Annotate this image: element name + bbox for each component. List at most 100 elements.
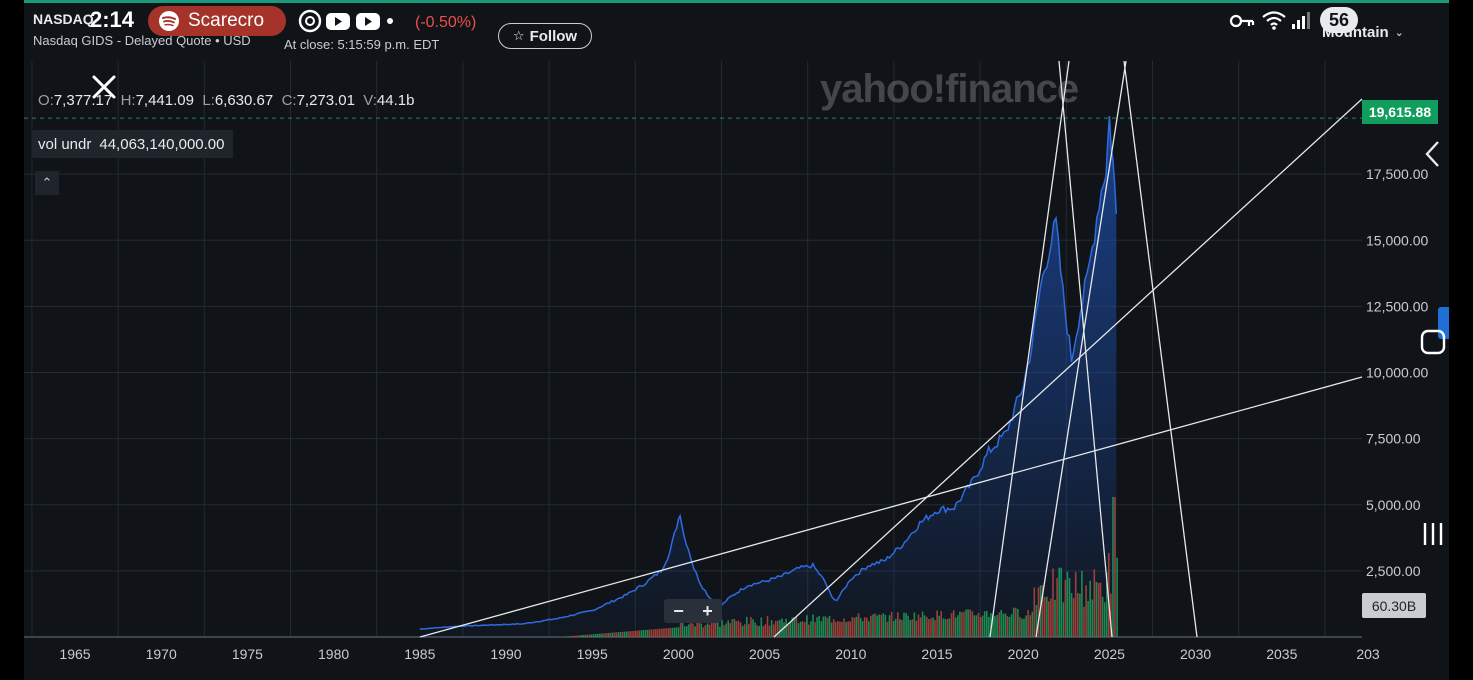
volume-bar xyxy=(866,617,868,637)
volume-bar xyxy=(702,627,705,637)
volume-bar xyxy=(708,624,711,637)
zoom-in-button[interactable]: + xyxy=(702,600,713,621)
price-chart[interactable]: 1965 1970 1975 1980 1985 1990 1995 2000 2005 2010… xyxy=(24,61,1449,680)
volume-bar xyxy=(963,611,965,637)
volume-bar xyxy=(770,620,773,637)
chart-grid xyxy=(24,61,1362,638)
volume-bar xyxy=(944,618,947,637)
volume-bar xyxy=(905,613,907,637)
volume-bar xyxy=(936,610,938,637)
volume-bar xyxy=(957,615,959,637)
volume-bar xyxy=(998,612,1000,637)
volume-bar xyxy=(1103,602,1106,637)
volume-bar xyxy=(814,622,816,637)
volume-bar xyxy=(698,621,700,637)
x-tick-label: 2005 xyxy=(749,646,780,662)
volume-bar xyxy=(725,623,727,637)
volume-bar xyxy=(599,633,601,637)
volume-bar xyxy=(988,616,990,637)
volume-bar xyxy=(911,619,914,637)
volume-bar xyxy=(1081,570,1083,637)
volume-bar xyxy=(621,631,624,637)
volume-bar xyxy=(634,630,636,637)
volume-bar xyxy=(568,636,570,637)
volume-bar xyxy=(756,625,758,637)
volume-bar xyxy=(1031,611,1034,637)
side-panel-tab[interactable] xyxy=(1438,307,1449,339)
volume-bar xyxy=(1017,609,1019,637)
volume-bar xyxy=(731,619,734,637)
volume-bar xyxy=(1091,599,1094,637)
volume-bar xyxy=(1002,613,1005,637)
volume-bar xyxy=(1014,607,1017,637)
volume-bar xyxy=(677,627,680,637)
volume-bar xyxy=(1077,593,1079,637)
volume-bar xyxy=(615,632,618,637)
close-icon[interactable] xyxy=(90,73,118,101)
volume-bar xyxy=(961,612,963,637)
y-tick-label: 7,500.00 xyxy=(1366,431,1421,447)
chart-area[interactable]: 1965 1970 1975 1980 1985 1990 1995 2000 2005 2010… xyxy=(24,61,1449,680)
volume-bar xyxy=(967,609,969,637)
recents-icon[interactable] xyxy=(1420,329,1446,355)
media-title: Scarecro xyxy=(188,10,265,31)
quote-symbol: NASDAQ xyxy=(33,11,94,27)
volume-bar xyxy=(752,619,754,637)
volume-bar xyxy=(1095,581,1098,637)
volume-bar xyxy=(748,624,750,637)
volume-bars xyxy=(559,497,1118,637)
follow-button[interactable]: ☆ Follow xyxy=(498,23,592,49)
volume-bar xyxy=(696,621,698,637)
volume-bar xyxy=(665,628,667,637)
volume-bar xyxy=(642,630,645,637)
volume-bar xyxy=(797,623,800,637)
volume-bar xyxy=(688,624,690,637)
volume-bar xyxy=(950,613,953,637)
trend-line xyxy=(773,98,1363,638)
price-area-fill xyxy=(419,116,1117,637)
volume-bar xyxy=(913,612,916,637)
indicator-legend[interactable]: vol undr 44,063,140,000.00 xyxy=(32,130,233,158)
volume-bar xyxy=(1112,497,1114,637)
volume-bar xyxy=(973,615,976,637)
volume-bar xyxy=(1037,587,1040,637)
media-notification-pill[interactable]: Scarecro xyxy=(148,6,286,36)
collapse-legend-button[interactable]: ⌃ xyxy=(35,171,59,195)
ohlc-readout: O:7,377.17 H:7,441.09 L:6,630.67 C:7,273… xyxy=(38,92,415,109)
volume-bar xyxy=(1060,567,1062,637)
volume-bar xyxy=(766,615,769,637)
volume-tag: 60.30B xyxy=(1362,593,1426,618)
trend-line xyxy=(1058,61,1113,638)
volume-bar xyxy=(876,615,878,637)
volume-bar xyxy=(692,623,694,637)
volume-bar xyxy=(801,621,804,637)
zoom-out-button[interactable]: − xyxy=(673,600,684,621)
menu-lines-icon[interactable] xyxy=(1420,521,1446,547)
volume-bar xyxy=(590,634,593,637)
volume-bar xyxy=(1097,583,1100,637)
volume-bar xyxy=(932,617,934,637)
volume-bar xyxy=(1048,601,1050,637)
volume-bar xyxy=(954,617,957,637)
volume-bar xyxy=(1046,596,1048,637)
volume-bar xyxy=(644,629,647,637)
volume-bar xyxy=(820,621,823,637)
volume-bar xyxy=(617,632,620,637)
volume-bar xyxy=(816,617,818,637)
volume-bar xyxy=(1087,601,1089,637)
volume-bar xyxy=(783,622,785,637)
volume-bar xyxy=(894,618,897,637)
volume-bar xyxy=(712,622,715,637)
wifi-icon xyxy=(1262,11,1286,30)
chevron-left-icon[interactable] xyxy=(1422,139,1444,169)
volume-bar xyxy=(822,616,825,637)
volume-bar xyxy=(847,621,849,637)
volume-bar xyxy=(834,622,837,637)
chevron-down-icon: ⌄ xyxy=(1394,27,1404,39)
volume-bar xyxy=(1033,587,1036,637)
volume-bar xyxy=(884,614,887,637)
last-price-tag: 19,615.88 xyxy=(1362,100,1438,124)
volume-bar xyxy=(700,623,703,637)
region-selector[interactable]: Mountain ⌄ xyxy=(1322,24,1404,41)
volume-bar xyxy=(1029,615,1031,637)
